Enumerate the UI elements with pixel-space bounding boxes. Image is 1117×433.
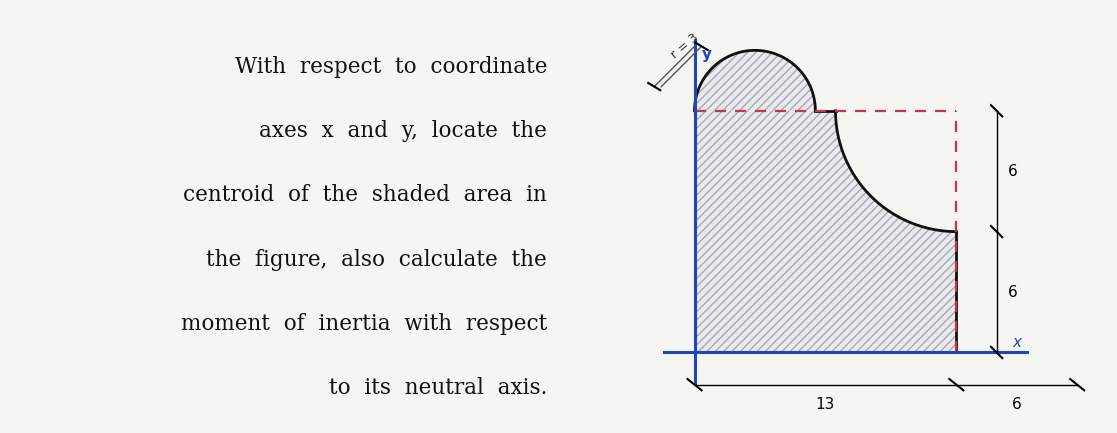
Text: 6: 6: [1008, 164, 1018, 179]
Text: moment  of  inertia  with  respect: moment of inertia with respect: [181, 313, 547, 335]
Polygon shape: [695, 50, 956, 352]
Text: to  its  neutral  axis.: to its neutral axis.: [328, 377, 547, 399]
Text: y: y: [701, 47, 712, 62]
Text: 6: 6: [1008, 284, 1018, 300]
Text: axes  x  and  y,  locate  the: axes x and y, locate the: [259, 120, 547, 142]
Text: the  figure,  also  calculate  the: the figure, also calculate the: [207, 249, 547, 271]
Text: With  respect  to  coordinate: With respect to coordinate: [235, 56, 547, 78]
Text: 6: 6: [1012, 397, 1022, 412]
Text: x: x: [1013, 335, 1022, 350]
Text: centroid  of  the  shaded  area  in: centroid of the shaded area in: [183, 184, 547, 207]
Text: 13: 13: [815, 397, 836, 412]
Text: r = 3: r = 3: [668, 31, 701, 61]
